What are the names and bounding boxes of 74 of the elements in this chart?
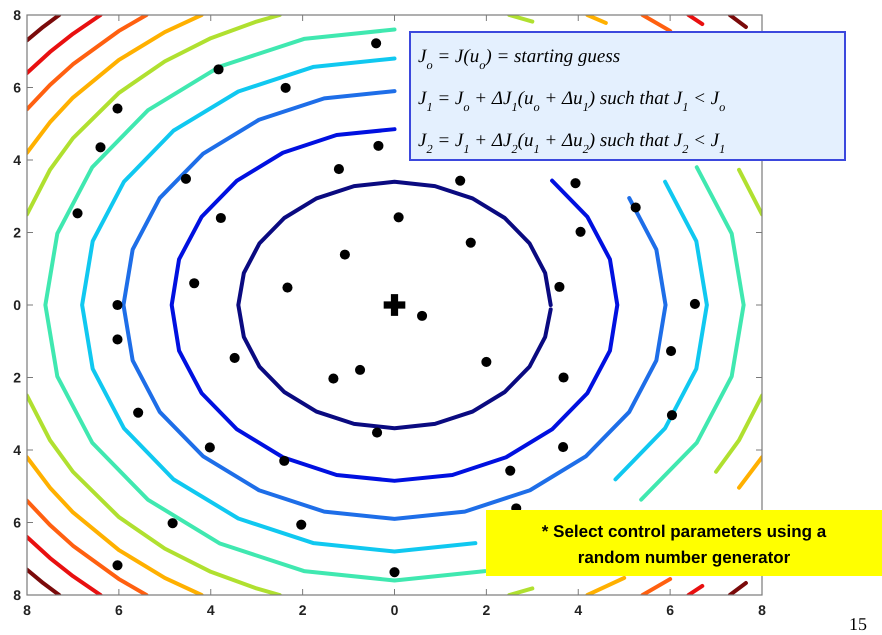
line-series [27,15,282,216]
x-tick-label: 2 [482,602,490,618]
y-tick-label: 2 [13,224,22,240]
x-tick-label: 8 [23,602,32,618]
point [112,300,123,310]
point [328,374,338,384]
point [216,212,226,224]
x-tick-label: 6 [114,602,123,618]
point [570,178,581,188]
point [230,352,240,363]
point [373,140,384,151]
line-series [27,15,204,155]
point [112,334,123,344]
annotation: J$_{o}$ = J(u$_{o}$) = starting guess [418,46,620,72]
y-tick-label: 4 [13,442,22,458]
y-tick-label: 2 [13,370,22,386]
x-tick-label: 2 [298,602,307,618]
line-series [27,535,102,595]
point [279,456,290,466]
point [280,82,291,93]
point [214,64,224,74]
line-series [27,15,148,112]
annotation: * Select control parameters using a random number generator [542,522,827,567]
y-tick-label: 6 [13,514,22,530]
point [133,408,144,418]
point [72,208,83,218]
point [180,174,191,184]
point [204,442,215,452]
x-tick-label: 4 [206,602,215,618]
line-series [27,498,148,595]
point [666,346,676,356]
point [505,466,516,476]
point [95,142,106,152]
text: 15 [849,614,867,634]
formula-box: J$_{o}$ = J(u$_{o}$) = starting guess J$_{1}$ = J$_{o}$ + ΔJ$_{1}$(u$_{o}$ + Δu$_{1}$) such that J$_{1}$ < J$_{o}$ J$_{2}$ = J$_{1}$ + ΔJ$_{2}$(u$_{1}$ + Δu$_{2}$) such that J$_{2}$ < J$_{1}$ [409,31,846,161]
point [455,176,466,186]
point [296,520,306,530]
point [372,428,382,438]
point [168,518,178,528]
point [189,278,200,288]
point [558,372,569,383]
point [666,410,678,420]
x-tick-label: 4 [574,602,582,618]
point [384,294,406,316]
point [389,567,400,578]
point [371,38,382,48]
point [576,226,586,237]
point [112,103,123,114]
y-tick-label: 8 [13,587,22,603]
point [417,310,428,321]
point [554,282,564,292]
point [340,250,350,260]
line-series [27,455,204,595]
point [558,442,568,452]
point [481,356,492,367]
point [334,164,344,174]
x-tick-label: 0 [390,602,399,618]
line-series [27,15,102,75]
point [466,238,476,248]
point [690,298,700,309]
line-series [27,394,282,595]
x-tick-label: 8 [758,602,766,618]
y-tick-label: 8 [13,7,22,23]
y-tick-label: 0 [13,297,22,313]
y-tick-label: 6 [13,80,22,96]
line-series [236,180,553,430]
point [355,364,366,375]
point [112,560,123,570]
x-tick-label: 6 [666,602,674,618]
point [282,282,293,293]
point [630,202,641,213]
y-tick-label: 4 [13,152,22,168]
note-box: * Select control parameters using a random number generator [486,510,882,576]
point [394,212,404,222]
